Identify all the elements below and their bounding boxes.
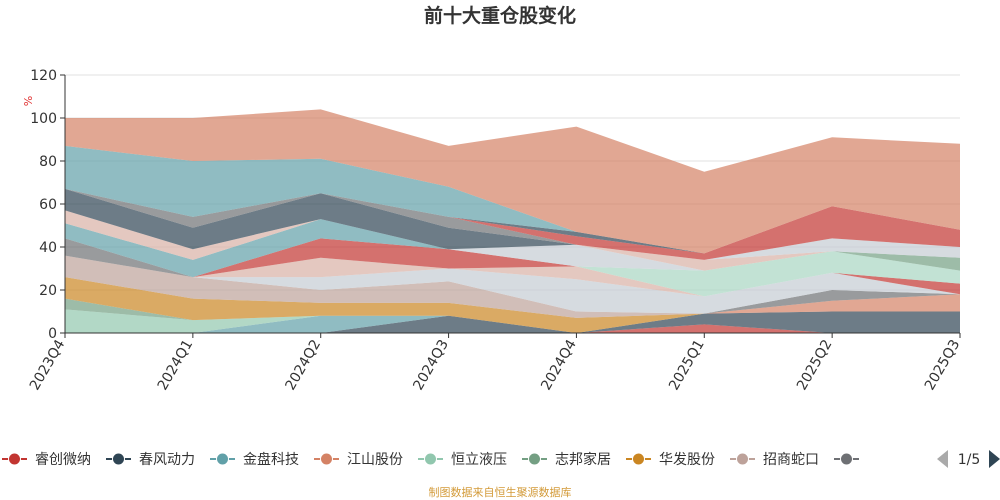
legend-marker xyxy=(840,452,853,466)
legend-prev-page-icon[interactable] xyxy=(937,450,948,468)
legend-item-4[interactable]: 江山股份 xyxy=(314,452,403,468)
x-tick-label: 2025Q3 xyxy=(922,337,964,393)
area-恒立液压 xyxy=(65,294,960,333)
area-春风动力 xyxy=(65,311,960,333)
legend-item-7[interactable]: 华发股份 xyxy=(626,452,715,468)
legend-marker xyxy=(320,452,333,466)
y-tick-label: 80 xyxy=(39,154,57,170)
y-tick-label: 0 xyxy=(48,326,57,342)
data-source-note: 制图数据来自恒生聚源数据库 xyxy=(429,485,572,499)
x-tick-label: 2024Q2 xyxy=(283,337,325,393)
legend: 睿创微纳 春风动力 金盘科技 江山股份 恒立液压 志邦家居 华发股份 招商蛇口 1/5 xyxy=(2,450,1000,468)
area-金盘科技 xyxy=(65,311,960,333)
legend-item-2[interactable]: 春风动力 xyxy=(106,452,195,468)
legend-item-5[interactable]: 恒立液压 xyxy=(418,452,507,468)
legend-item-3[interactable]: 金盘科技 xyxy=(210,451,299,468)
area-series-18 xyxy=(65,210,960,271)
legend-marker xyxy=(632,452,645,466)
legend-label: 恒立液压 xyxy=(451,452,507,468)
area-睿创微纳 xyxy=(65,324,960,333)
legend-label: 招商蛇口 xyxy=(763,452,819,468)
area-series-25 xyxy=(65,109,960,254)
legend-label xyxy=(867,452,881,468)
legend-item-9[interactable] xyxy=(834,452,881,468)
area-华发股份 xyxy=(65,277,960,333)
x-tick-label: 2023Q4 xyxy=(27,337,69,393)
area-series-15 xyxy=(65,219,960,297)
area-series-22 xyxy=(65,188,960,260)
legend-marker xyxy=(8,452,21,466)
legend-marker xyxy=(736,452,749,466)
legend-marker xyxy=(216,452,229,466)
legend-label: 江山股份 xyxy=(347,452,403,468)
x-tick-label: 2024Q3 xyxy=(410,337,452,393)
legend-item-6[interactable]: 志邦家居 xyxy=(522,451,611,468)
y-axis-unit-label: % xyxy=(22,96,35,106)
x-tick-label: 2025Q2 xyxy=(794,337,836,393)
x-tick-label: 2024Q1 xyxy=(155,337,197,393)
legend-label: 华发股份 xyxy=(659,452,715,468)
area-series-19 xyxy=(65,188,960,260)
legend-label: 金盘科技 xyxy=(243,451,299,468)
area-series-13 xyxy=(65,238,960,297)
legend-item-8[interactable]: 招商蛇口 xyxy=(730,452,819,468)
x-tick-label: 2025Q1 xyxy=(666,337,708,393)
area-series-21 xyxy=(65,188,960,260)
x-tick-label: 2024Q4 xyxy=(538,337,580,393)
y-tick-label: 60 xyxy=(39,197,57,213)
legend-marker xyxy=(424,452,437,466)
legend-label: 志邦家居 xyxy=(555,451,611,468)
y-tick-label: 40 xyxy=(39,240,57,256)
chart-title: 前十大重仓股变化 xyxy=(424,4,576,27)
area-series-14 xyxy=(65,219,960,297)
y-tick-label: 120 xyxy=(30,68,57,84)
area-招商蛇口 xyxy=(65,255,960,318)
area-series-group xyxy=(65,109,960,333)
area-series-24 xyxy=(65,145,960,254)
legend-page-indicator: 1/5 xyxy=(958,452,981,468)
legend-item-1[interactable]: 睿创微纳 xyxy=(2,452,91,468)
legend-label: 春风动力 xyxy=(139,452,195,468)
y-tick-label: 100 xyxy=(30,111,57,127)
area-series-11 xyxy=(65,238,960,314)
y-tick-label: 20 xyxy=(39,283,57,299)
legend-label: 睿创微纳 xyxy=(35,452,91,468)
legend-next-page-icon[interactable] xyxy=(989,450,1000,468)
legend-marker xyxy=(528,452,541,466)
legend-marker xyxy=(112,452,125,466)
